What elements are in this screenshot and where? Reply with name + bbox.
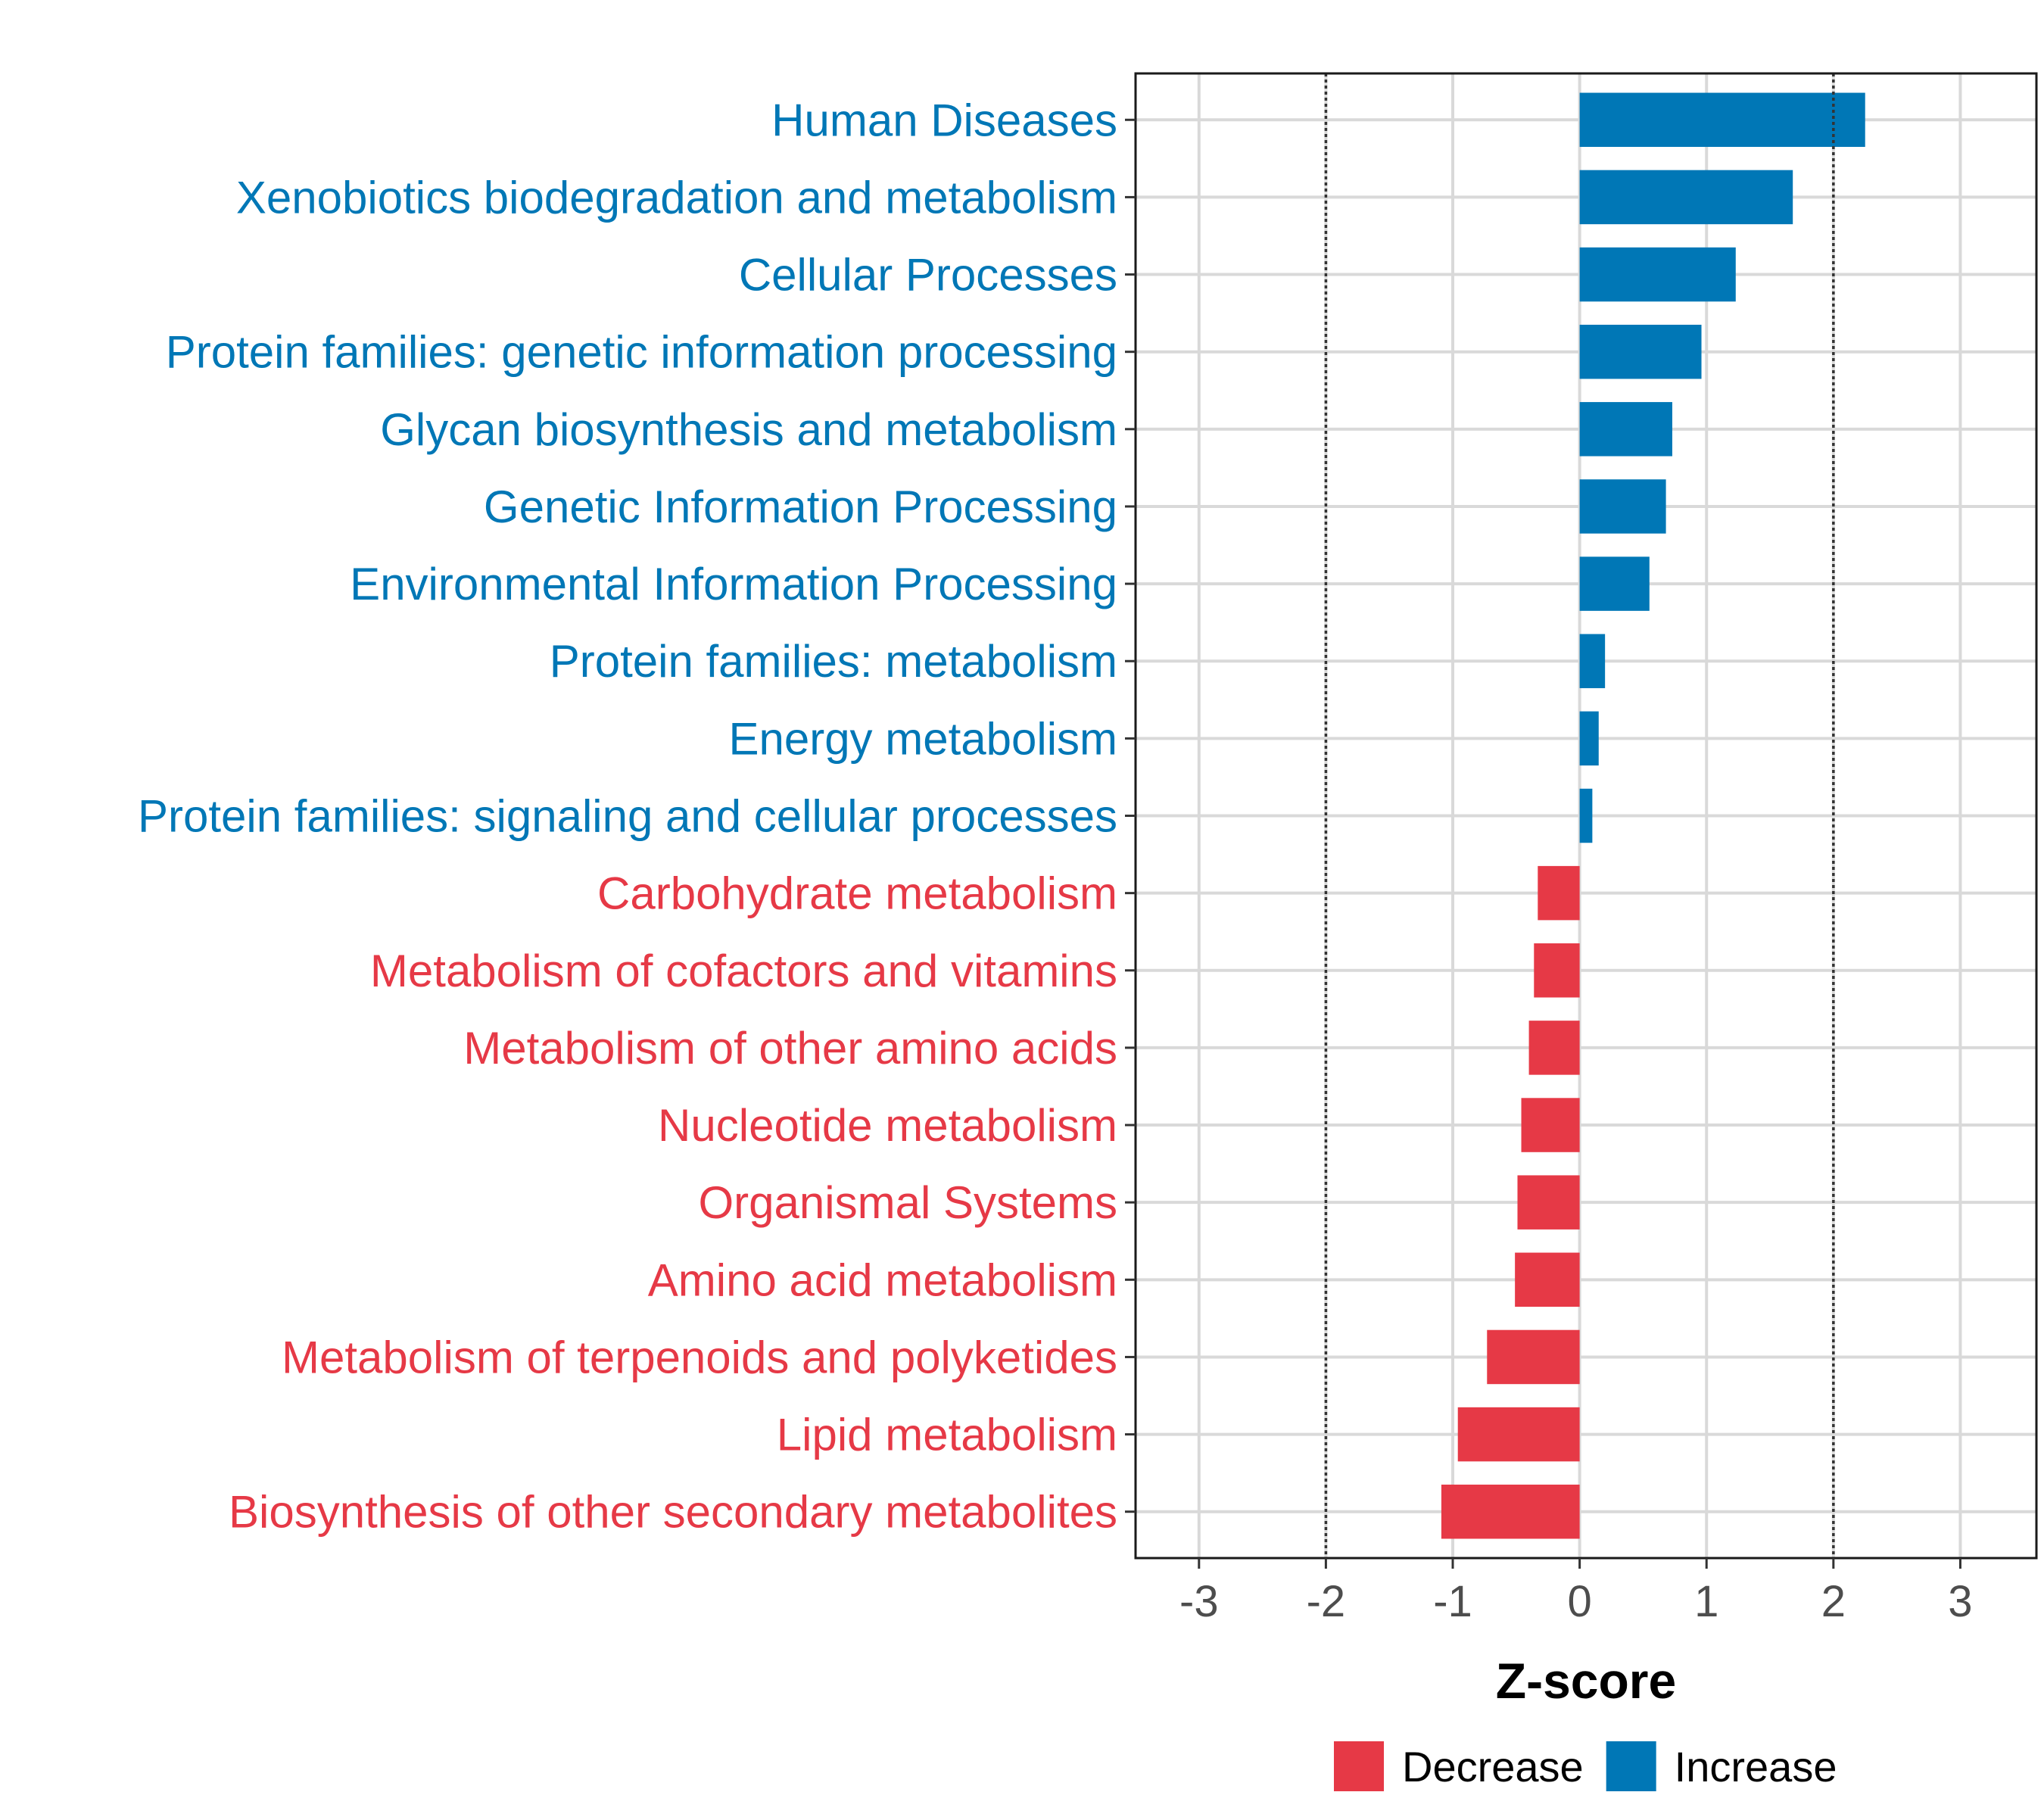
bar-nucleotide-metabolism bbox=[1521, 1098, 1580, 1152]
x-tick-label: 3 bbox=[1948, 1577, 1972, 1626]
x-tick-label: 2 bbox=[1821, 1577, 1846, 1626]
bar-organismal-systems bbox=[1517, 1175, 1580, 1230]
y-label-glycan-biosynthesis-and-metabolism: Glycan biosynthesis and metabolism bbox=[380, 404, 1117, 455]
legend-key-increase bbox=[1606, 1741, 1656, 1791]
x-tick-label: -3 bbox=[1179, 1577, 1219, 1626]
y-label-environmental-information-processing: Environmental Information Processing bbox=[350, 559, 1117, 609]
y-axis-labels: Human Diseases Xenobiotics biodegradation… bbox=[138, 95, 1117, 1537]
y-label-xenobiotics-biodegradation-and-metabolism: Xenobiotics biodegradation and metabolis… bbox=[236, 172, 1117, 223]
bar-cellular-processes bbox=[1579, 247, 1736, 302]
bar-amino-acid-metabolism bbox=[1515, 1252, 1580, 1307]
y-label-protein-families-genetic-information-processing: Protein families: genetic information pr… bbox=[166, 327, 1117, 378]
x-tick-label: 0 bbox=[1567, 1577, 1591, 1626]
bar-glycan-biosynthesis-and-metabolism bbox=[1579, 402, 1672, 457]
bar-genetic-information-processing bbox=[1579, 479, 1666, 534]
y-label-genetic-information-processing: Genetic Information Processing bbox=[484, 482, 1117, 532]
bar-human-diseases bbox=[1579, 92, 1865, 148]
legend-label-increase: Increase bbox=[1675, 1743, 1837, 1791]
bar-metabolism-of-cofactors-and-vitamins bbox=[1534, 943, 1580, 998]
x-axis-ticks: -3 -2 -1 0 1 2 3 bbox=[1179, 1558, 1973, 1626]
y-label-human-diseases: Human Diseases bbox=[771, 95, 1117, 145]
y-label-metabolism-of-cofactors-and-vitamins: Metabolism of cofactors and vitamins bbox=[370, 946, 1117, 996]
bar-carbohydrate-metabolism bbox=[1538, 865, 1580, 921]
x-tick-label: -2 bbox=[1307, 1577, 1346, 1626]
y-label-amino-acid-metabolism: Amino acid metabolism bbox=[648, 1254, 1117, 1305]
y-label-protein-families-metabolism: Protein families: metabolism bbox=[550, 636, 1117, 687]
y-label-nucleotide-metabolism: Nucleotide metabolism bbox=[658, 1100, 1117, 1151]
bar-protein-families-metabolism bbox=[1579, 634, 1606, 688]
y-label-cellular-processes: Cellular Processes bbox=[739, 250, 1117, 301]
x-axis-title: Z-score bbox=[1496, 1653, 1676, 1709]
bars bbox=[1441, 92, 1865, 1539]
legend-label-decrease: Decrease bbox=[1402, 1743, 1584, 1791]
bar-biosynthesis-of-other-secondary-metabolites bbox=[1441, 1484, 1580, 1539]
bar-environmental-information-processing bbox=[1579, 556, 1650, 611]
reference-lines bbox=[1324, 73, 1835, 1558]
bar-lipid-metabolism bbox=[1457, 1407, 1580, 1462]
bar-energy-metabolism bbox=[1579, 711, 1599, 766]
legend-key-decrease bbox=[1334, 1741, 1384, 1791]
y-label-protein-families-signaling-and-cellular-processes: Protein families: signaling and cellular… bbox=[138, 791, 1117, 842]
x-tick-label: -1 bbox=[1433, 1577, 1472, 1626]
legend: Decrease Increase bbox=[1334, 1741, 1837, 1791]
bar-protein-families-signaling-and-cellular-processes bbox=[1579, 788, 1593, 843]
y-label-metabolism-of-other-amino-acids: Metabolism of other amino acids bbox=[463, 1023, 1117, 1074]
y-label-lipid-metabolism: Lipid metabolism bbox=[777, 1410, 1117, 1460]
bar-xenobiotics-biodegradation-and-metabolism bbox=[1579, 170, 1793, 225]
y-label-metabolism-of-terpenoids-and-polyketides: Metabolism of terpenoids and polyketides bbox=[282, 1332, 1117, 1382]
x-tick-label: 1 bbox=[1694, 1577, 1718, 1626]
y-label-carbohydrate-metabolism: Carbohydrate metabolism bbox=[597, 868, 1117, 919]
y-axis-ticks bbox=[1125, 118, 1136, 1513]
bar-metabolism-of-terpenoids-and-polyketides bbox=[1487, 1329, 1580, 1385]
bar-metabolism-of-other-amino-acids bbox=[1528, 1021, 1580, 1075]
y-label-energy-metabolism: Energy metabolism bbox=[728, 713, 1117, 764]
bar-protein-families-genetic-information-processing bbox=[1579, 324, 1702, 379]
y-label-biosynthesis-of-other-secondary-metabolites: Biosynthesis of other secondary metaboli… bbox=[229, 1487, 1117, 1538]
y-label-organismal-systems: Organismal Systems bbox=[699, 1177, 1117, 1228]
